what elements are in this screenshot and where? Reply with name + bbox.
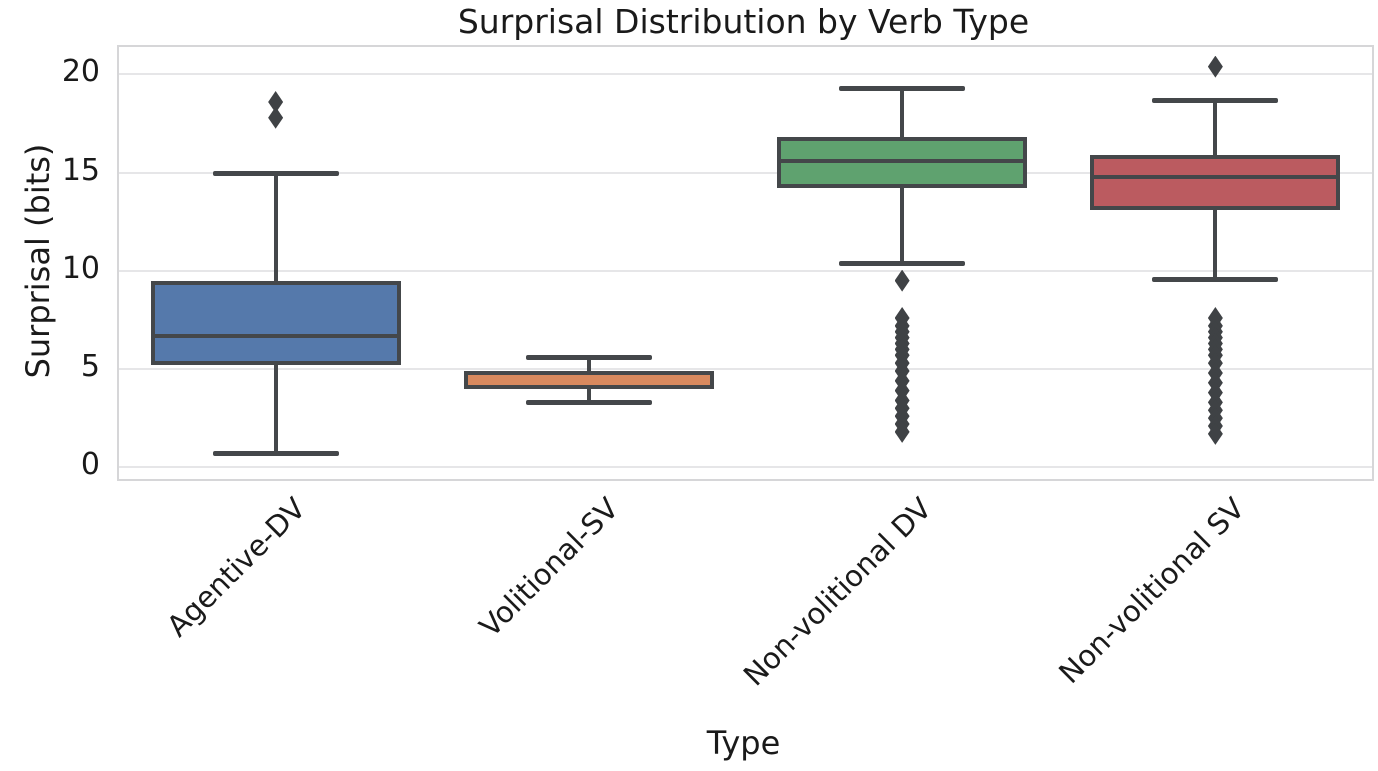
outlier-diamond <box>894 269 910 292</box>
chart-title: Surprisal Distribution by Verb Type <box>457 2 1030 41</box>
whisker-lower-cap <box>212 451 339 457</box>
whisker-upper-cap <box>212 170 339 176</box>
ytick-label: 15 <box>61 152 100 188</box>
whisker-lower-stem <box>900 188 905 263</box>
whisker-lower-cap <box>839 261 966 266</box>
x-axis-label: Type <box>706 724 781 762</box>
gridline-y5 <box>119 368 1372 371</box>
gridline-y0 <box>119 466 1372 469</box>
whisker-upper-stem <box>586 357 591 371</box>
ytick-label: 10 <box>61 250 100 286</box>
outlier-diamond <box>268 106 284 129</box>
gridline-y10 <box>119 269 1372 272</box>
median-line <box>781 158 1024 163</box>
whisker-upper-cap <box>1152 98 1279 104</box>
whisker-upper-stem <box>1213 100 1218 155</box>
ytick-label: 0 <box>80 447 100 483</box>
whisker-upper-cap <box>839 86 966 92</box>
median-line <box>154 333 397 338</box>
median-line <box>467 384 710 389</box>
plot-area <box>117 45 1374 481</box>
box-0 <box>150 280 401 366</box>
median-line <box>1094 174 1337 179</box>
outlier-diamond <box>268 90 284 113</box>
whisker-upper-stem <box>900 88 905 138</box>
gridline-y15 <box>119 171 1372 174</box>
box-3 <box>1090 155 1341 210</box>
outlier-diamond <box>1207 422 1223 445</box>
outlier-diamond <box>1207 55 1223 78</box>
whisker-lower-stem <box>586 388 591 403</box>
ytick-label: 20 <box>61 54 100 90</box>
whisker-lower-stem <box>273 365 278 454</box>
outlier-diamond <box>894 420 910 443</box>
whisker-lower-stem <box>1213 209 1218 279</box>
whisker-lower-cap <box>525 400 652 406</box>
gridline-y20 <box>119 73 1372 76</box>
ytick-label: 5 <box>80 349 100 385</box>
whisker-upper-cap <box>525 355 652 361</box>
whisker-lower-cap <box>1152 276 1279 282</box>
whisker-upper-stem <box>273 172 278 281</box>
